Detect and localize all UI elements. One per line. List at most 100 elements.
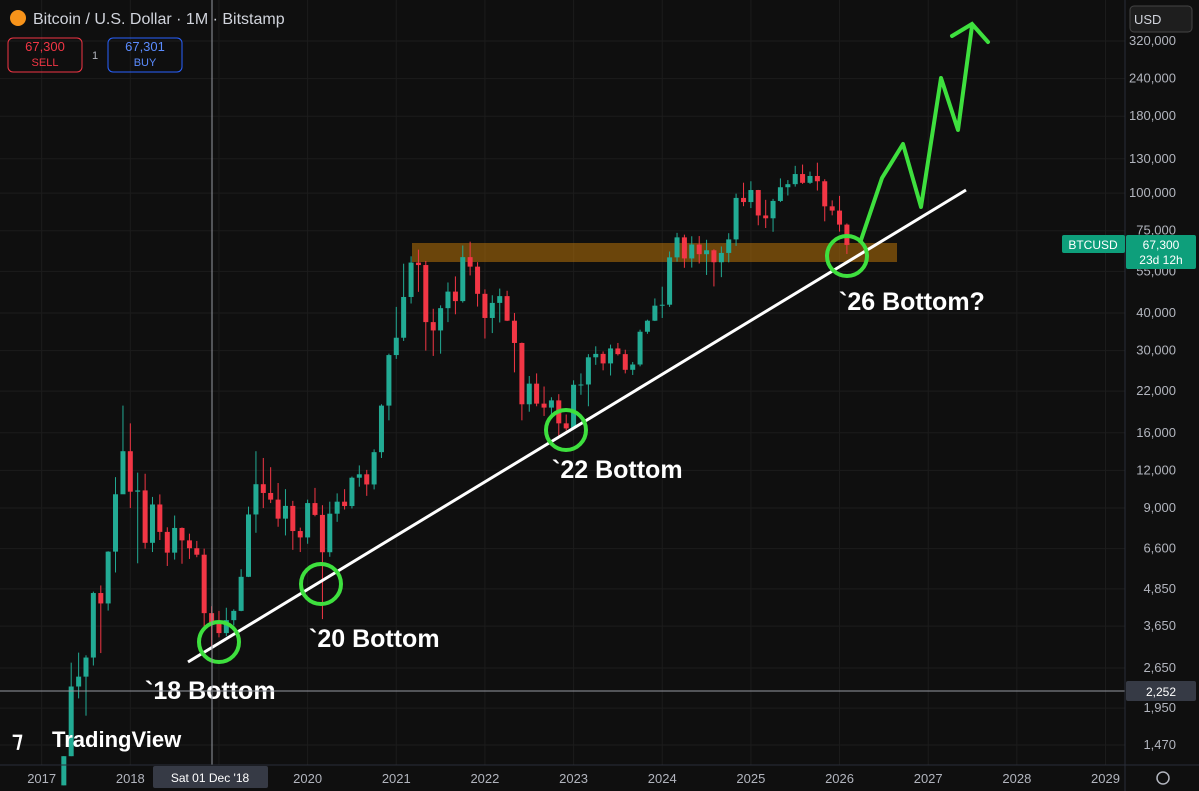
crosshair-price-tag xyxy=(1126,681,1196,701)
x-tick-label: 2026 xyxy=(825,771,854,786)
candle-body xyxy=(68,686,74,757)
candle-body xyxy=(179,527,185,541)
candle-body xyxy=(164,531,170,553)
y-tick-label: 100,000 xyxy=(1129,185,1176,200)
candle-body xyxy=(674,237,680,258)
symbol-title: Bitcoin / U.S. Dollar · 1M · Bitstamp xyxy=(33,11,285,28)
buy-price[interactable]: 67,301 xyxy=(125,39,165,54)
y-tick-label: 9,000 xyxy=(1143,500,1176,515)
candle-body xyxy=(541,403,547,408)
candle-body xyxy=(497,296,503,303)
btc-icon xyxy=(10,10,26,26)
sell-price[interactable]: 67,300 xyxy=(25,39,65,54)
candle-body xyxy=(268,492,274,500)
candle-body xyxy=(135,490,141,492)
circle xyxy=(825,234,869,278)
candle-body xyxy=(275,499,281,519)
sell-button[interactable] xyxy=(7,37,83,73)
x-tick-label: 2018 xyxy=(116,771,145,786)
candle-body xyxy=(792,174,798,185)
currency-button[interactable] xyxy=(1129,5,1193,33)
candle-body xyxy=(223,620,229,634)
candle-body xyxy=(622,354,628,370)
resistance-zone xyxy=(412,243,897,262)
candle-body xyxy=(393,337,399,356)
candle-body xyxy=(364,474,370,485)
candle-body xyxy=(733,197,739,240)
candle-body xyxy=(231,610,237,621)
candle-body xyxy=(371,452,377,485)
sell-label[interactable]: SELL xyxy=(32,57,59,69)
x-tick-label: 2023 xyxy=(559,771,588,786)
circle xyxy=(197,620,241,664)
candle-body xyxy=(822,181,828,207)
candle-body xyxy=(615,348,621,355)
candle-body xyxy=(452,291,458,302)
candle-body xyxy=(157,504,163,532)
brand-logo: ⁊ xyxy=(12,727,23,752)
candle-body xyxy=(467,257,473,267)
candle-body xyxy=(585,357,591,385)
candle-body xyxy=(637,331,643,365)
candle-body xyxy=(342,501,348,507)
crosshair-date-tag xyxy=(153,766,268,788)
x-tick-label: 2025 xyxy=(736,771,765,786)
candle-body xyxy=(83,657,89,677)
candle-body xyxy=(763,215,769,219)
buy-label[interactable]: BUY xyxy=(134,57,157,69)
candle-body xyxy=(312,503,318,515)
candle-body xyxy=(741,197,747,203)
candle-body xyxy=(430,322,436,331)
candle-body xyxy=(216,622,222,634)
candle-body xyxy=(282,505,288,519)
candle-body xyxy=(76,676,82,687)
candle-body xyxy=(98,593,104,604)
candle-body xyxy=(120,451,126,495)
candle-body xyxy=(290,505,296,532)
candle-body xyxy=(681,237,687,259)
candle-body xyxy=(748,190,754,203)
candle-body xyxy=(297,531,303,538)
y-tick-label: 40,000 xyxy=(1136,305,1176,320)
candle-body xyxy=(534,383,540,404)
annotation: `20 Bottom xyxy=(309,625,440,653)
candle-body xyxy=(253,484,259,515)
settings-icon[interactable] xyxy=(1156,771,1170,785)
projection-arrow xyxy=(858,25,974,244)
quantity: 1 xyxy=(92,50,98,62)
candle-body xyxy=(630,364,636,370)
y-tick-label: 22,000 xyxy=(1136,383,1176,398)
y-tick-label: 4,850 xyxy=(1143,581,1176,596)
arrow-head xyxy=(950,21,990,44)
candle-body xyxy=(696,244,702,255)
buy-button[interactable] xyxy=(107,37,183,73)
candle-body xyxy=(563,423,569,429)
countdown: 23d 12h xyxy=(1139,253,1182,267)
candle-body xyxy=(201,554,207,614)
candle-body xyxy=(600,353,606,364)
circle xyxy=(299,562,343,606)
x-tick-label: 2024 xyxy=(648,771,677,786)
candle-body xyxy=(194,548,200,555)
candle-body xyxy=(489,302,495,318)
candle-body xyxy=(349,477,355,507)
candle-body xyxy=(718,252,724,263)
candle-body xyxy=(829,206,835,211)
currency[interactable]: USD xyxy=(1134,12,1161,27)
candle-body xyxy=(593,353,599,358)
y-tick-label: 240,000 xyxy=(1129,71,1176,86)
grid xyxy=(0,0,1125,765)
y-tick-label: 6,600 xyxy=(1143,541,1176,556)
candle-body xyxy=(475,266,481,294)
x-tick-label: 2021 xyxy=(382,771,411,786)
candle-body xyxy=(814,175,820,182)
candle-body xyxy=(777,187,783,201)
y-tick-label: 130,000 xyxy=(1129,151,1176,166)
bottom-circles xyxy=(197,234,869,664)
candle-body xyxy=(105,551,111,604)
annotation: `26 Bottom? xyxy=(839,288,985,316)
candle-body xyxy=(334,501,340,514)
candle-body xyxy=(519,342,525,405)
